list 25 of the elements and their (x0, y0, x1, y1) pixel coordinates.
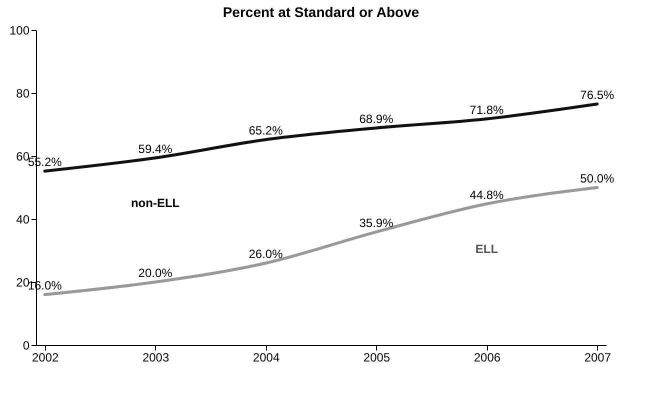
data-label: 71.8% (470, 102, 504, 117)
y-tick-label: 20 (16, 276, 30, 290)
chart-title: Percent at Standard or Above (222, 4, 420, 20)
data-label: 76.5% (580, 88, 615, 102)
x-tick-label: 2007 (584, 350, 612, 364)
x-tick-label: 2003 (142, 350, 170, 364)
x-tick-label: 2006 (474, 350, 501, 364)
data-label: 26.0% (248, 247, 284, 262)
data-label: 65.2% (248, 124, 284, 138)
y-tick-label: 40 (16, 212, 30, 226)
text: non-ELL (130, 196, 180, 210)
data-label: 50.0% (580, 172, 615, 186)
data-label: 59.4% (138, 142, 173, 156)
x-tick-label: 2004 (252, 350, 280, 364)
x-tick-label: 2005 (363, 350, 390, 364)
y-tick-label: 0 (22, 338, 30, 352)
y-tick-label: 60 (16, 150, 30, 164)
x-tick-label: 2002 (32, 350, 60, 364)
data-label: 44.8% (470, 188, 504, 202)
data-label: 35.9% (359, 216, 394, 230)
text: ELL (475, 242, 498, 256)
data-label: 68.9% (359, 112, 394, 126)
data-label: 20.0% (138, 266, 173, 280)
y-tick-label: 100 (9, 24, 30, 38)
y-tick-label: 80 (16, 86, 30, 100)
